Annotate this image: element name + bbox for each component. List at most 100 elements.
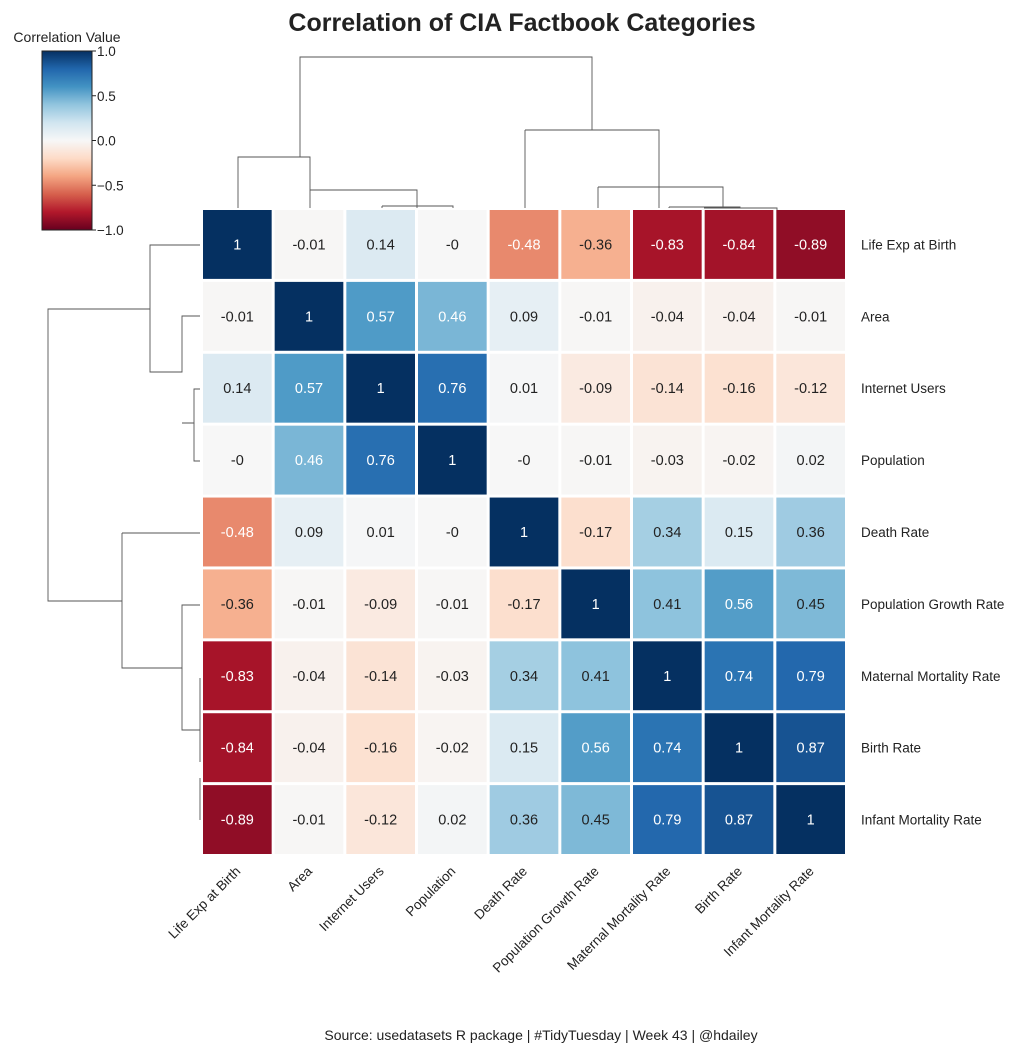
heatmap-cell xyxy=(489,641,559,711)
cell-value-label: 1 xyxy=(735,741,743,757)
heatmap-cell xyxy=(776,569,845,639)
source-caption: Source: usedatasets R package | #TidyTue… xyxy=(324,1027,757,1043)
cell-value-label: 0.02 xyxy=(438,813,466,829)
heatmap-cell xyxy=(704,641,774,711)
heatmap-cell xyxy=(776,210,845,279)
chart-title: Correlation of CIA Factbook Categories xyxy=(288,9,755,37)
cell-value-label: -0.84 xyxy=(722,237,755,253)
cell-value-label: 0.76 xyxy=(367,453,395,469)
heatmap-cell xyxy=(418,785,487,854)
heatmap-cell xyxy=(561,785,630,854)
heatmap-cell xyxy=(489,281,559,351)
colorbar: Correlation Value 1.0 0.5 0.0 −0.5 −1.0 xyxy=(13,29,123,238)
cell-value-label: 1 xyxy=(520,525,528,541)
cell-value-label: -0.48 xyxy=(221,525,254,541)
heatmap-cell xyxy=(274,641,344,711)
cell-value-label: -0.89 xyxy=(794,237,827,253)
heatmap-cell xyxy=(776,281,845,351)
cell-value-label: 0.01 xyxy=(367,525,395,541)
heatmap-cell xyxy=(346,641,415,711)
cell-value-label: 0.45 xyxy=(797,597,825,613)
cell-value-label: -0.36 xyxy=(579,237,612,253)
cell-value-label: -0.16 xyxy=(722,381,755,397)
cell-value-label: -0.01 xyxy=(292,237,325,253)
cell-value-label: -0.01 xyxy=(221,309,254,325)
colorbar-title: Correlation Value xyxy=(13,29,120,45)
row-label: Area xyxy=(861,309,890,324)
heatmap-cell xyxy=(704,497,774,567)
row-label: Population Growth Rate xyxy=(861,597,1004,612)
cell-value-label: -0.83 xyxy=(651,237,684,253)
heatmap-cell xyxy=(776,785,845,854)
cell-value-label: -0.12 xyxy=(364,813,397,829)
cell-value-label: -0.89 xyxy=(221,813,254,829)
heatmap-cells: 1 -0.01 0.14 -0 -0.48 -0.36 -0.83 -0.84 -0.89 -0.… xyxy=(203,210,845,854)
heatmap-cell xyxy=(561,425,630,495)
heatmap-cell xyxy=(489,785,559,854)
heatmap-cell xyxy=(489,713,559,783)
heatmap-cell xyxy=(704,281,774,351)
cell-value-label: -0 xyxy=(231,453,244,469)
heatmap-cell xyxy=(203,425,272,495)
cell-value-label: -0.09 xyxy=(579,381,612,397)
cell-value-label: -0.03 xyxy=(436,669,469,685)
column-label: Death Rate xyxy=(471,864,530,923)
heatmap-cell xyxy=(633,713,702,783)
heatmap-cell xyxy=(561,713,630,783)
colorbar-tick-label: 0.5 xyxy=(97,89,116,104)
heatmap-cell xyxy=(561,281,630,351)
heatmap-cell xyxy=(704,210,774,279)
row-label: Infant Mortality Rate xyxy=(861,813,982,828)
column-label: Life Exp at Birth xyxy=(165,864,243,942)
heatmap-cell xyxy=(418,569,487,639)
cell-value-label: 0.56 xyxy=(725,597,753,613)
cell-value-label: 0.09 xyxy=(510,309,538,325)
heatmap-cell xyxy=(346,425,415,495)
cell-value-label: -0.01 xyxy=(579,309,612,325)
cell-value-label: 0.02 xyxy=(797,453,825,469)
cell-value-label: 0.14 xyxy=(223,381,251,397)
heatmap-cell xyxy=(561,497,630,567)
cell-value-label: -0 xyxy=(518,453,531,469)
heatmap-cell xyxy=(203,210,272,279)
heatmap-cell xyxy=(274,281,344,351)
cell-value-label: -0.04 xyxy=(722,309,755,325)
heatmap-cell xyxy=(203,641,272,711)
row-label: Population xyxy=(861,453,925,468)
cell-value-label: -0.09 xyxy=(364,597,397,613)
cell-value-label: 0.87 xyxy=(725,813,753,829)
heatmap-cell xyxy=(633,497,702,567)
heatmap-cell xyxy=(561,641,630,711)
heatmap-cell xyxy=(346,713,415,783)
cell-value-label: -0.01 xyxy=(292,813,325,829)
heatmap-cell xyxy=(203,281,272,351)
cell-value-label: 0.36 xyxy=(797,525,825,541)
cell-value-label: 0.36 xyxy=(510,813,538,829)
cell-value-label: -0.04 xyxy=(651,309,684,325)
cell-value-label: -0.12 xyxy=(794,381,827,397)
cell-value-label: -0.04 xyxy=(292,741,325,757)
heatmap-cell xyxy=(274,785,344,854)
cell-value-label: -0.01 xyxy=(794,309,827,325)
colorbar-tick-label: 0.0 xyxy=(97,134,116,149)
colorbar-tick-label: −0.5 xyxy=(97,178,124,193)
heatmap-cell xyxy=(274,210,344,279)
heatmap-cell xyxy=(203,785,272,854)
cell-value-label: 0.79 xyxy=(797,669,825,685)
heatmap-cell xyxy=(418,641,487,711)
cell-value-label: -0.84 xyxy=(221,741,254,757)
cell-value-label: -0.01 xyxy=(579,453,612,469)
heatmap-cell xyxy=(346,210,415,279)
heatmap-cell xyxy=(346,281,415,351)
heatmap-cell xyxy=(274,569,344,639)
colorbar-gradient xyxy=(41,50,93,231)
cell-value-label: 0.15 xyxy=(510,741,538,757)
cell-value-label: 0.57 xyxy=(295,381,323,397)
heatmap-cell xyxy=(633,281,702,351)
cell-value-label: 0.45 xyxy=(582,813,610,829)
heatmap-cell xyxy=(489,425,559,495)
heatmap-cell xyxy=(704,785,774,854)
column-label: Population xyxy=(403,864,459,920)
heatmap-cell xyxy=(274,497,344,567)
